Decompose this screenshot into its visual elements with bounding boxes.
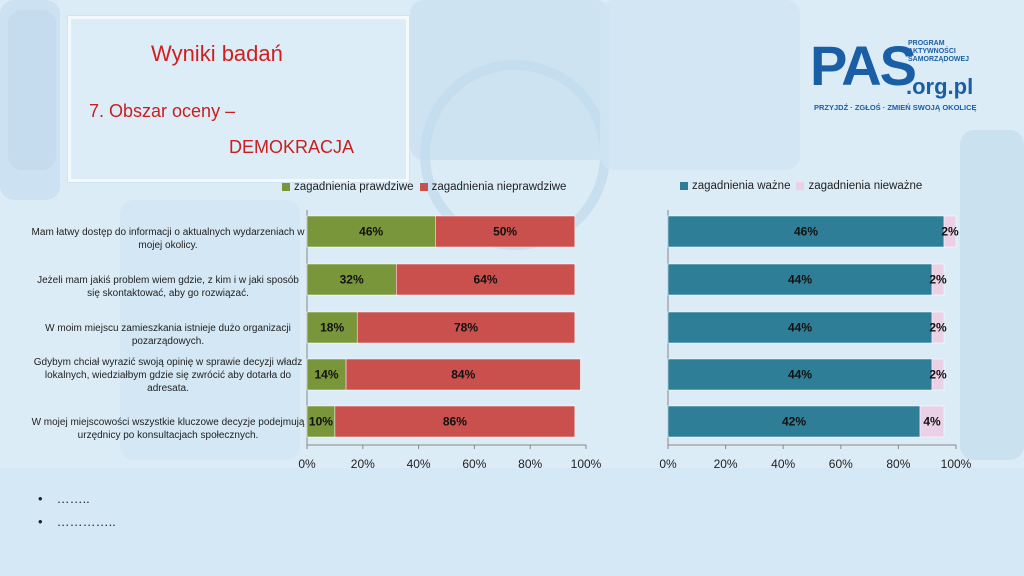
chart-bar: [931, 311, 945, 344]
bullet-dot-icon: •: [38, 491, 43, 506]
x-tick-label: 20%: [714, 457, 738, 471]
chart-bar: [931, 263, 945, 296]
chart-bar: [306, 215, 436, 248]
legend-left: zagadnienia prawdziwe zagadnienia niepra…: [282, 181, 566, 193]
data-label: 4%: [923, 415, 941, 429]
legend-label-unimportant: zagadnienia nieważne: [808, 180, 923, 192]
data-label: 78%: [454, 321, 478, 335]
bullet-dot-icon: •: [38, 514, 43, 529]
chart-bar: [345, 358, 581, 391]
data-label: 2%: [929, 368, 947, 382]
data-label: 46%: [359, 225, 383, 239]
x-tick-label: 100%: [941, 457, 972, 471]
data-label: 2%: [929, 273, 947, 287]
bullet-text: ……..: [56, 491, 90, 506]
category-label: Gdybym chciał wyrazić swoją opinię w spr…: [33, 357, 303, 394]
chart-bar: [306, 311, 358, 344]
x-tick-label: 40%: [407, 457, 431, 471]
bullet-item: • ……..: [38, 491, 116, 506]
chart-bar: [396, 263, 576, 296]
legend-swatch-true: [282, 183, 290, 191]
chart-bar: [931, 358, 945, 391]
chart-bar: [306, 263, 397, 296]
category-label: Mam łatwy dostęp do informacji o aktualn…: [31, 227, 305, 251]
data-label: 44%: [788, 273, 812, 287]
logo-stack-line: PROGRAM: [908, 40, 945, 47]
legend-label-false: zagadnienia nieprawdziwe: [431, 181, 567, 193]
data-label: 14%: [315, 368, 339, 382]
data-label: 32%: [340, 273, 364, 287]
legend-label-true: zagadnienia prawdziwe: [294, 181, 414, 193]
chart-bar: [435, 215, 576, 248]
legend-item-important: zagadnienia ważne: [680, 180, 790, 192]
legend-swatch-unimportant: [796, 182, 805, 190]
chart-bar: [667, 358, 933, 391]
x-tick-label: 40%: [771, 457, 795, 471]
bullet-text: …………..: [56, 514, 116, 529]
logo-pas-text: PAS: [810, 34, 917, 97]
data-label: 50%: [493, 225, 517, 239]
title-card: Wyniki badań 7. Obszar oceny – DEMOKRACJ…: [68, 16, 409, 182]
data-label: 10%: [309, 415, 333, 429]
chart-bar: [667, 215, 945, 248]
slide-title: Wyniki badań: [151, 41, 283, 66]
legend-swatch-important: [680, 182, 688, 190]
data-label: 84%: [451, 368, 475, 382]
logo-stack-line: AKTYWNOŚCI: [908, 48, 956, 55]
logo-program-stack: PROGRAM AKTYWNOŚCI SAMORZĄDOWEJ: [908, 40, 969, 64]
logo-stack-line: SAMORZĄDOWEJ: [908, 56, 970, 63]
bullet-list: • …….. • …………..: [38, 491, 116, 537]
chart-bar: [667, 263, 933, 296]
chart-bar: [334, 405, 576, 438]
data-label: 44%: [788, 321, 812, 335]
x-tick-label: 0%: [298, 457, 316, 471]
logo-claim: PRZYJDŹ · ZGŁOŚ · ZMIEŃ SWOJĄ OKOLICĘ: [814, 103, 977, 112]
data-label: 2%: [929, 321, 947, 335]
legend-swatch-false: [419, 183, 428, 191]
x-tick-label: 100%: [571, 457, 602, 471]
x-tick-label: 80%: [518, 457, 542, 471]
chart-bar: [919, 405, 945, 438]
x-tick-label: 60%: [829, 457, 853, 471]
category-label: W moim miejscu zamieszkania istnieje duż…: [45, 323, 291, 347]
category-label: Jeżeli mam jakiś problem wiem gdzie, z k…: [37, 275, 299, 299]
chart-bar: [667, 405, 921, 438]
data-label: 18%: [320, 321, 344, 335]
chart-bar: [356, 311, 576, 344]
pas-logo: PAS PROGRAM AKTYWNOŚCI SAMORZĄDOWEJ .org…: [810, 36, 980, 122]
logo-org-text: .org.pl: [906, 74, 974, 99]
category-label: W mojej miejscowości wszystkie kluczowe …: [31, 417, 305, 441]
data-label: 64%: [474, 273, 498, 287]
legend-item-false: zagadnienia nieprawdziwe: [419, 181, 567, 193]
legend-right: zagadnienia ważne zagadnienia nieważne: [680, 180, 922, 192]
chart-bar: [667, 311, 933, 344]
legend-label-important: zagadnienia ważne: [692, 180, 791, 192]
data-label: 46%: [794, 225, 818, 239]
data-label: 86%: [443, 415, 467, 429]
slide-subtitle-line1: 7. Obszar oceny –: [89, 101, 236, 121]
chart-bar: [306, 358, 347, 391]
legend-item-unimportant: zagadnienia nieważne: [796, 180, 922, 192]
data-label: 42%: [782, 415, 806, 429]
data-label: 44%: [788, 368, 812, 382]
x-tick-label: 60%: [462, 457, 486, 471]
data-label: 2%: [941, 225, 959, 239]
chart-bar: [943, 215, 957, 248]
legend-item-true: zagadnienia prawdziwe: [282, 181, 414, 193]
bullet-item: • …………..: [38, 514, 116, 529]
x-tick-label: 80%: [886, 457, 910, 471]
x-tick-label: 20%: [351, 457, 375, 471]
x-tick-label: 0%: [659, 457, 677, 471]
slide-subtitle-line2: DEMOKRACJA: [229, 137, 355, 157]
